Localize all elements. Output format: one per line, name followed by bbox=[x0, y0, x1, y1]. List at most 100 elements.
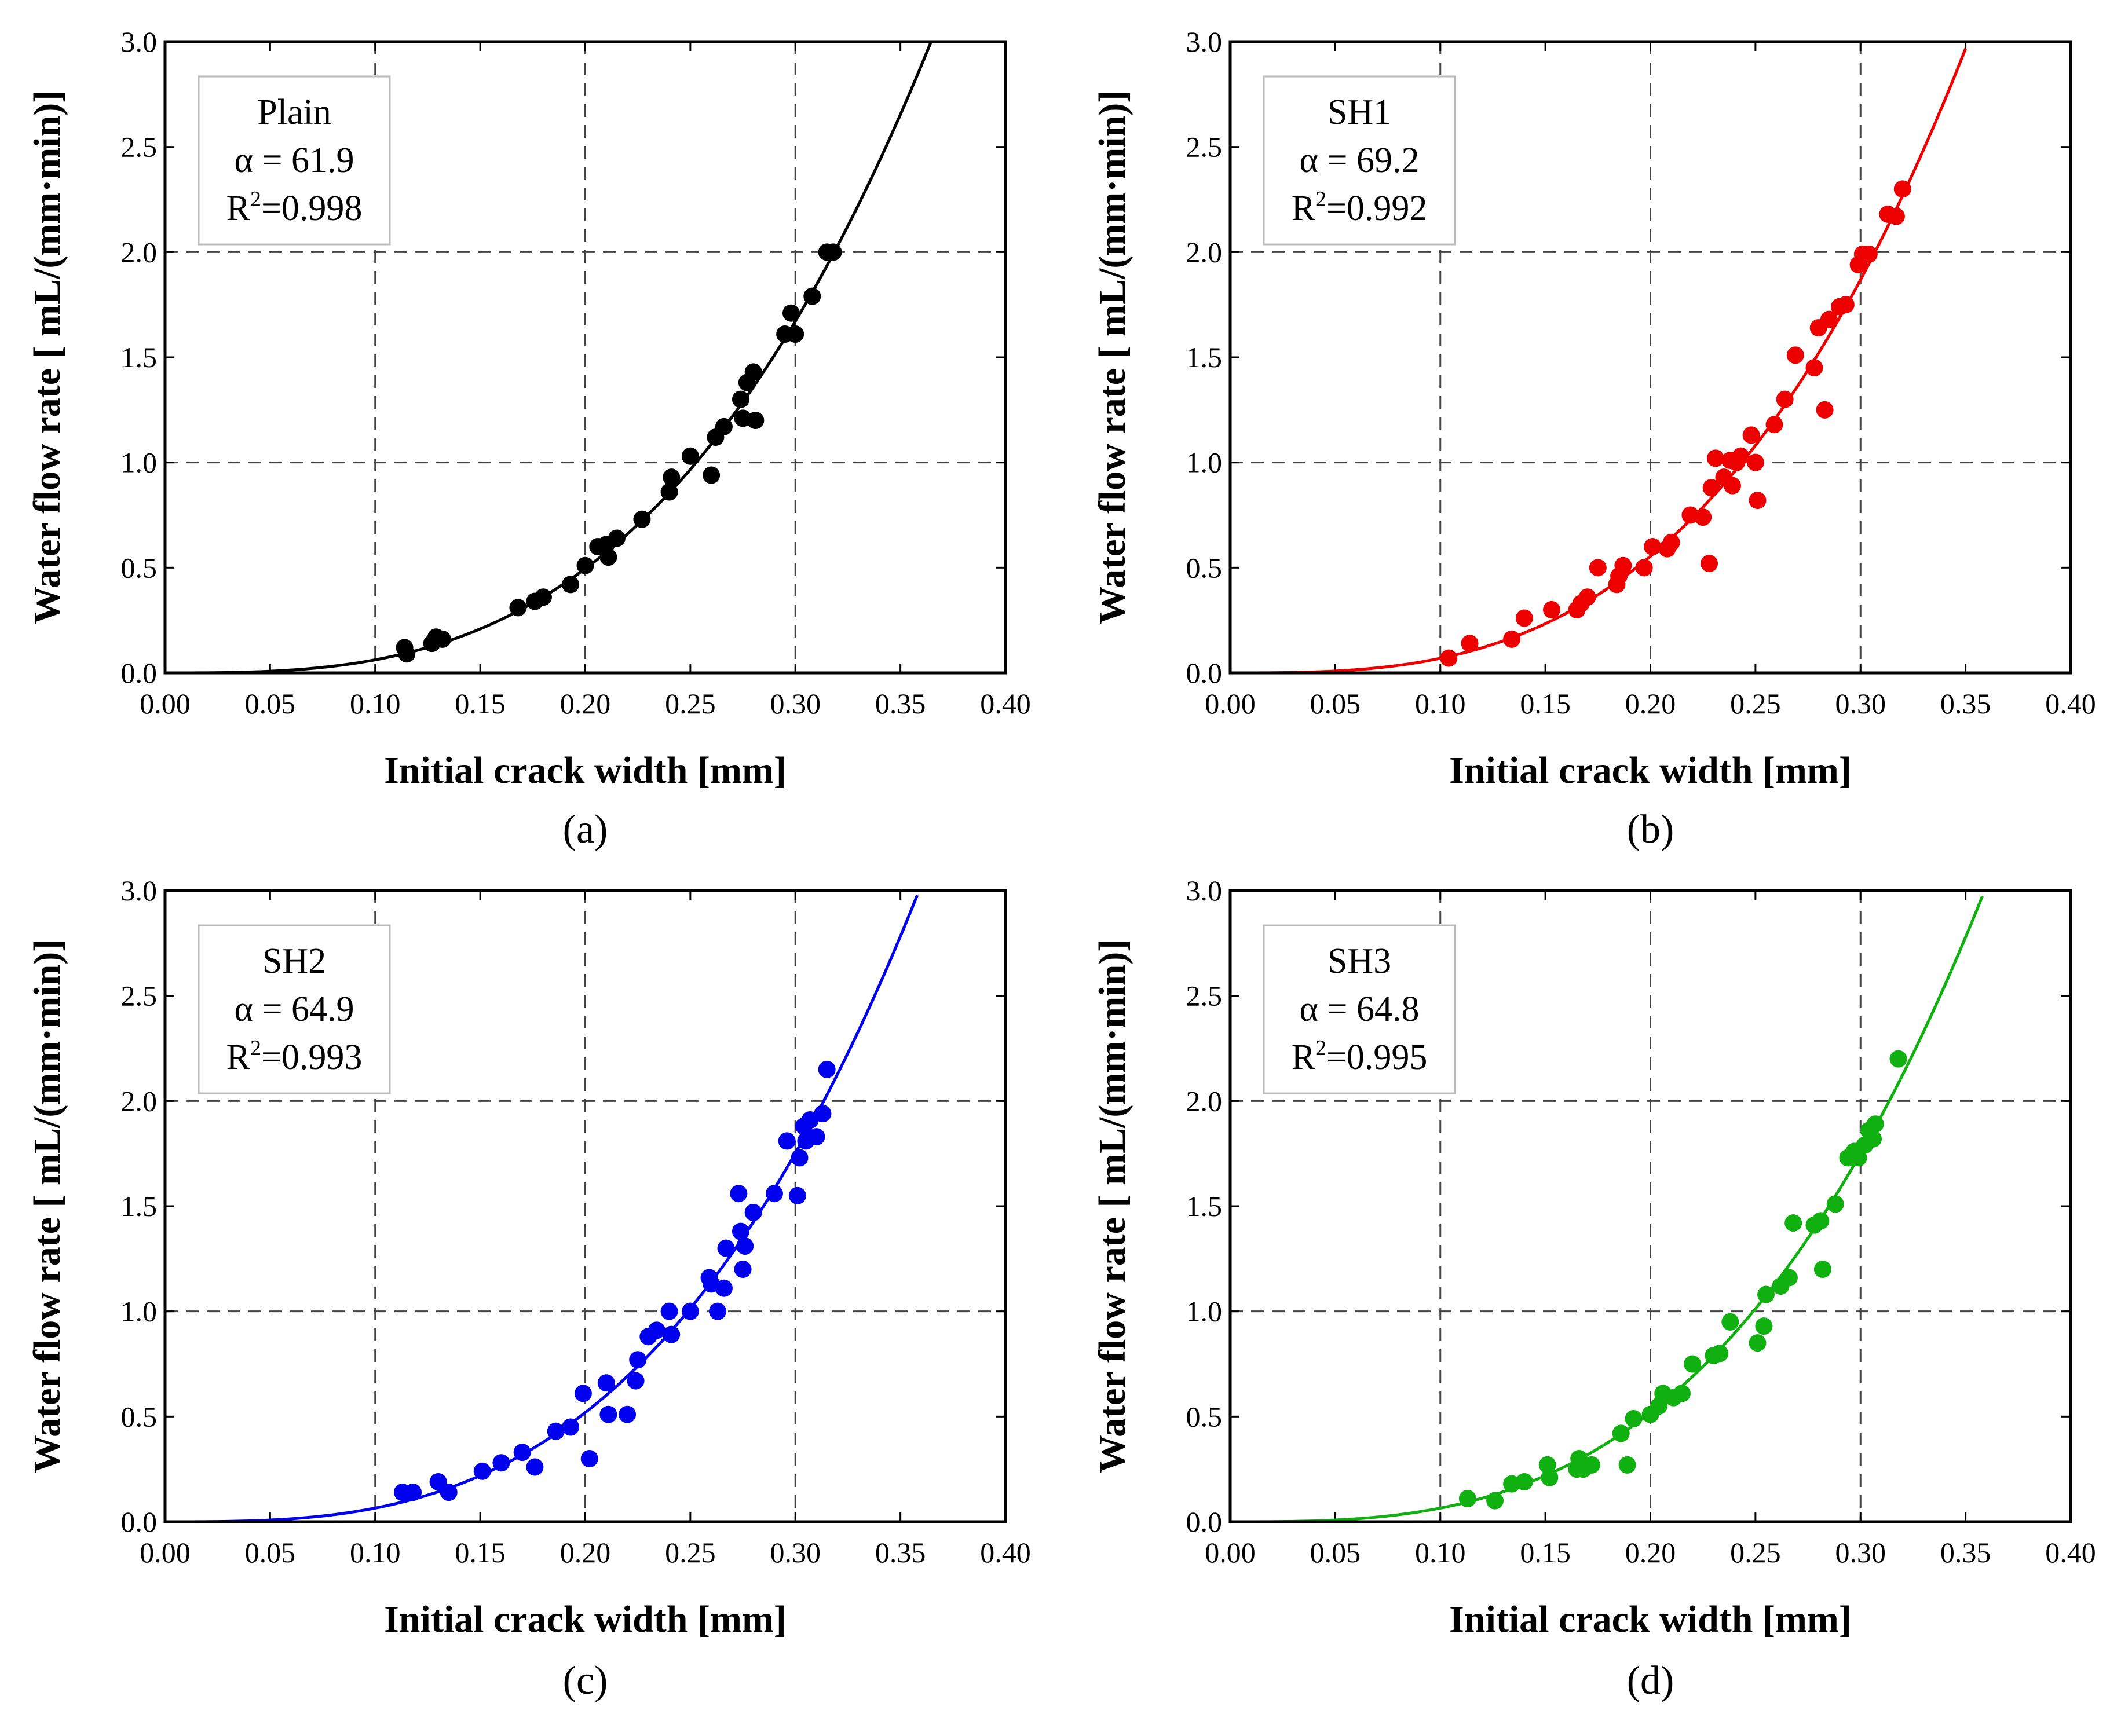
legend-series-name: SH1 bbox=[1328, 93, 1391, 132]
data-point bbox=[1458, 1490, 1476, 1508]
data-point bbox=[1694, 508, 1712, 526]
x-tick-label: 0.10 bbox=[350, 1536, 401, 1569]
data-point bbox=[429, 1473, 447, 1490]
chart-panel-b: 0.00 0.05 0.10 0.15 0.20 0.25 0.30 0.35 0.40 0.0 0… bbox=[1091, 25, 2096, 852]
y-tick-label: 2.0 bbox=[121, 1085, 158, 1117]
data-point bbox=[1812, 1212, 1830, 1230]
data-point bbox=[1866, 1115, 1884, 1133]
data-point bbox=[398, 645, 416, 663]
y-tick-label: 1.0 bbox=[1186, 1295, 1223, 1328]
x-tick-label: 0.30 bbox=[770, 1536, 821, 1569]
data-point bbox=[547, 1422, 565, 1440]
chart-panel-d: 0.00 0.05 0.10 0.15 0.20 0.25 0.30 0.35 0.40 0.0 0… bbox=[1091, 874, 2096, 1703]
data-point bbox=[1589, 559, 1607, 577]
data-point bbox=[1837, 296, 1855, 314]
y-tick-label: 0.0 bbox=[1186, 657, 1223, 689]
legend-alpha: α = 64.8 bbox=[1300, 990, 1420, 1029]
data-point bbox=[580, 1450, 598, 1467]
x-tick-label: 0.15 bbox=[1520, 1536, 1571, 1569]
data-point bbox=[627, 1372, 645, 1390]
x-tick-label: 0.20 bbox=[560, 687, 611, 720]
data-point bbox=[814, 1105, 832, 1123]
data-point bbox=[736, 1237, 754, 1255]
data-point bbox=[1820, 310, 1838, 328]
panel-label: (c) bbox=[563, 1658, 608, 1703]
data-point bbox=[1711, 1345, 1729, 1363]
data-point bbox=[1805, 359, 1823, 377]
y-tick-label: 1.5 bbox=[1186, 341, 1223, 373]
legend-series-name: Plain bbox=[257, 93, 331, 132]
data-point bbox=[1746, 453, 1764, 471]
x-tick-label: 0.40 bbox=[2045, 1536, 2096, 1569]
x-tick-label: 0.20 bbox=[1625, 687, 1676, 720]
data-point bbox=[1765, 416, 1783, 434]
x-tick-label: 0.10 bbox=[350, 687, 401, 720]
data-point bbox=[734, 1261, 752, 1278]
y-tick-label: 2.5 bbox=[1186, 980, 1223, 1012]
data-point bbox=[1662, 533, 1680, 551]
data-point bbox=[1461, 635, 1479, 653]
x-tick-label: 0.15 bbox=[455, 1536, 506, 1569]
r2-prefix: R bbox=[226, 1038, 251, 1077]
x-tick-label: 0.20 bbox=[560, 1536, 611, 1569]
data-point bbox=[803, 287, 821, 305]
plot-frame bbox=[1228, 889, 2072, 1523]
r2-value: =0.993 bbox=[261, 1038, 362, 1077]
x-tick-label: 0.00 bbox=[1205, 1536, 1256, 1569]
legend-box: SH1 α = 69.2 R2=0.992 bbox=[1263, 75, 1456, 246]
legend-frame bbox=[198, 75, 391, 246]
data-point bbox=[782, 304, 800, 322]
data-point bbox=[597, 1374, 615, 1392]
plot-frame bbox=[1228, 40, 2072, 675]
x-tick-label: 0.00 bbox=[140, 687, 191, 720]
y-tick-label: 0.5 bbox=[121, 551, 158, 584]
y-axis-title: Water flow rate [ mL/(mm·min)] bbox=[1091, 90, 1133, 625]
legend-frame bbox=[198, 924, 391, 1094]
x-tick-label: 0.35 bbox=[875, 687, 926, 720]
data-point bbox=[818, 1060, 836, 1078]
data-point bbox=[509, 599, 527, 617]
panel-label: (d) bbox=[1627, 1658, 1674, 1703]
y-tick-label: 3.0 bbox=[1186, 874, 1223, 907]
y-tick-label: 2.0 bbox=[1186, 1085, 1223, 1117]
legend-box: Plain α = 61.9 R2=0.998 bbox=[198, 75, 391, 246]
data-point bbox=[619, 1405, 637, 1423]
data-point bbox=[1755, 1317, 1773, 1335]
data-point bbox=[1749, 492, 1767, 510]
data-point bbox=[715, 1279, 733, 1297]
data-point bbox=[747, 412, 765, 429]
r2-superscript: 2 bbox=[1315, 1036, 1326, 1060]
x-axis-title: Initial crack width [mm] bbox=[384, 749, 787, 792]
data-points bbox=[396, 243, 842, 663]
data-point bbox=[1893, 180, 1911, 198]
panel-label: (b) bbox=[1627, 807, 1674, 852]
chart-panel-c: 0.00 0.05 0.10 0.15 0.20 0.25 0.30 0.35 0.40 0.0 0… bbox=[26, 874, 1031, 1703]
data-point bbox=[576, 556, 594, 574]
x-axis-title: Initial crack width [mm] bbox=[1449, 1598, 1852, 1640]
x-tick-label: 0.00 bbox=[140, 1536, 191, 1569]
data-point bbox=[1684, 1355, 1702, 1373]
data-points bbox=[1440, 180, 1911, 667]
data-point bbox=[1776, 390, 1794, 408]
panel-label: (a) bbox=[563, 807, 608, 852]
x-tick-label: 0.25 bbox=[665, 687, 716, 720]
data-point bbox=[787, 325, 804, 343]
x-tick-label: 0.35 bbox=[1940, 1536, 1991, 1569]
data-point bbox=[1486, 1492, 1504, 1510]
r2-superscript: 2 bbox=[1315, 187, 1326, 211]
data-point bbox=[1701, 555, 1718, 573]
data-point bbox=[1723, 477, 1741, 495]
x-tick-label: 0.30 bbox=[1835, 687, 1886, 720]
data-point bbox=[1673, 1385, 1691, 1402]
y-tick-label: 0.5 bbox=[1186, 1400, 1223, 1433]
data-point bbox=[633, 510, 651, 528]
x-tick-label: 0.10 bbox=[1415, 1536, 1466, 1569]
y-tick-label: 0.0 bbox=[1186, 1506, 1223, 1538]
legend-frame bbox=[1263, 75, 1456, 246]
data-point bbox=[1749, 1334, 1767, 1352]
data-point bbox=[513, 1444, 531, 1462]
x-tick-label: 0.05 bbox=[1310, 687, 1361, 720]
r2-prefix: R bbox=[1292, 1038, 1316, 1077]
data-point bbox=[765, 1185, 783, 1203]
legend-r-squared: R2=0.993 bbox=[226, 1036, 363, 1077]
